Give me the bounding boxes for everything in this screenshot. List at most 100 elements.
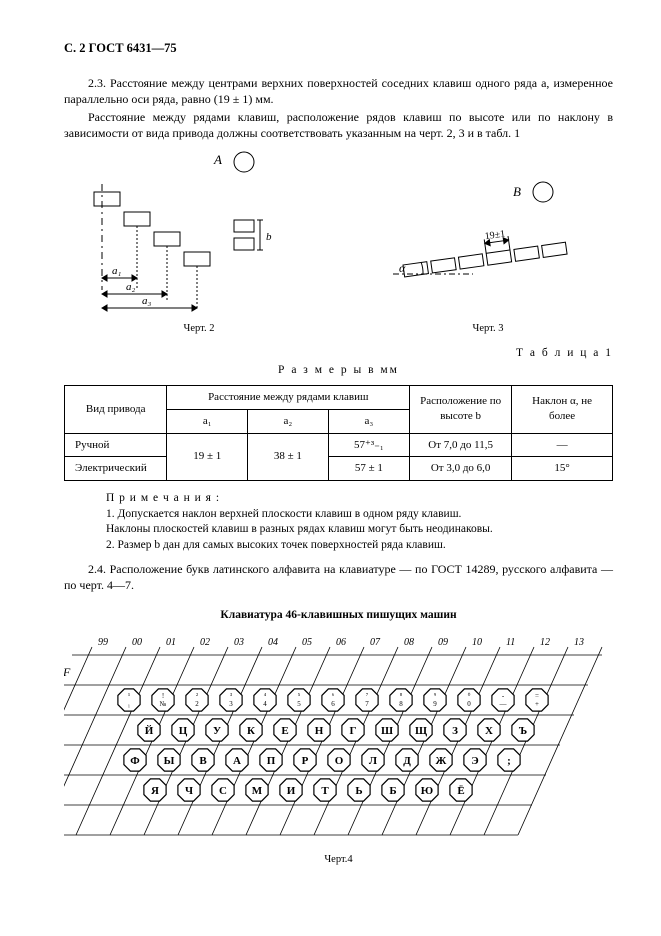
svg-text:Ц: Ц: [179, 725, 188, 737]
figure-2: А b: [64, 150, 334, 320]
svg-text:₁: ₁: [128, 700, 130, 708]
svg-text:З: З: [452, 725, 458, 737]
svg-text:!: !: [162, 692, 164, 700]
svg-text:Ё: Ё: [457, 784, 464, 797]
svg-text:Я: Я: [151, 785, 159, 797]
para-2-4: 2.4. Расположение букв латинского алфави…: [64, 561, 613, 593]
svg-text:Д: Д: [403, 755, 411, 767]
svg-text:7: 7: [365, 700, 369, 708]
svg-text:13: 13: [574, 637, 584, 648]
svg-text:+: +: [535, 700, 539, 708]
svg-text:07: 07: [370, 637, 381, 648]
svg-text:¹: ¹: [128, 692, 130, 700]
svg-text:6: 6: [331, 700, 335, 708]
svg-text:Ъ: Ъ: [519, 725, 527, 737]
th-a2: a₂: [248, 409, 329, 433]
svg-text:Ч: Ч: [185, 785, 193, 797]
svg-text:a₃: a₃: [142, 295, 152, 307]
svg-text:a₂: a₂: [126, 281, 136, 293]
fig2-caption: Черт. 2: [64, 322, 334, 336]
table-row: Ручной 19 ± 1 38 ± 1 57⁺³₋₁ От 7,0 до 11…: [65, 433, 613, 457]
svg-text:01: 01: [166, 637, 176, 648]
svg-text:И: И: [287, 785, 296, 797]
svg-text:99: 99: [98, 637, 108, 648]
svg-text:0: 0: [467, 700, 471, 708]
svg-text:Л: Л: [369, 755, 378, 767]
svg-text:Ф: Ф: [130, 755, 140, 767]
note-1b: Наклоны плоскостей клавиш в разных рядах…: [88, 522, 613, 538]
svg-text:5: 5: [297, 700, 301, 708]
svg-text:Р: Р: [302, 755, 309, 767]
svg-text:2: 2: [195, 700, 199, 708]
svg-text:Т: Т: [321, 785, 329, 797]
svg-text:Ж: Ж: [436, 755, 447, 767]
para-2-3b: Расстояние между рядами клавиш, располож…: [64, 109, 613, 141]
svg-text:α: α: [399, 261, 406, 275]
svg-text:Н: Н: [315, 725, 324, 737]
svg-text:3: 3: [229, 700, 233, 708]
figure-3: В 19±1: [363, 150, 613, 320]
svg-text:К: К: [247, 725, 255, 737]
table-number: Т а б л и ц а 1: [64, 346, 613, 362]
svg-text:08: 08: [404, 637, 414, 648]
fig4-caption: Черт.4: [64, 853, 613, 867]
note-1: 1. Допускается наклон верхней плоскости …: [88, 507, 613, 523]
svg-text:А: А: [233, 755, 241, 767]
svg-text:F: F: [64, 665, 71, 679]
table-units: Р а з м е р ы в мм: [64, 363, 613, 379]
th-rasst: Расстояние между рядами клавиш: [167, 385, 410, 409]
svg-text:Ы: Ы: [164, 755, 175, 767]
note-2: 2. Размер b дан для самых высоких точек …: [88, 538, 613, 554]
svg-text:00: 00: [132, 637, 142, 648]
th-naklon: Наклон α, не более: [512, 385, 613, 433]
th-a1: a₁: [167, 409, 248, 433]
svg-text:04: 04: [268, 637, 278, 648]
svg-text:В: В: [513, 184, 521, 199]
svg-text:—: —: [499, 700, 508, 708]
svg-text:О: О: [335, 755, 344, 767]
svg-text:Б: Б: [389, 785, 396, 797]
svg-text:09: 09: [438, 637, 448, 648]
svg-text:19±1: 19±1: [484, 228, 506, 242]
svg-text:Г: Г: [350, 725, 357, 737]
page-header: С. 2 ГОСТ 6431—75: [64, 40, 613, 57]
th-vid: Вид привода: [65, 385, 167, 433]
keyboard-diagram: 990001020304050607080910111213FEDCBA¹₁!№…: [64, 627, 609, 847]
svg-text:a₁: a₁: [112, 265, 122, 277]
th-raspb: Расположение по высоте b: [410, 385, 512, 433]
keyboard-title: Клавиатура 46-клавишных пишущих машин: [64, 608, 613, 624]
fig3-caption: Черт. 3: [363, 322, 613, 336]
notes-block: П р и м е ч а н и я : 1. Допускается нак…: [64, 491, 613, 553]
svg-text:8: 8: [399, 700, 403, 708]
svg-text:11: 11: [506, 637, 515, 648]
svg-text:Ш: Ш: [381, 725, 393, 737]
svg-text:b: b: [266, 231, 272, 243]
svg-text:№: №: [160, 700, 167, 708]
svg-text:4: 4: [263, 700, 267, 708]
table-1: Вид привода Расстояние между рядами клав…: [64, 385, 613, 481]
svg-text:³: ³: [230, 692, 232, 700]
svg-text:Э: Э: [471, 755, 478, 767]
svg-text:П: П: [267, 755, 276, 767]
svg-text:9: 9: [433, 700, 437, 708]
svg-text:У: У: [213, 725, 221, 737]
th-a3: a₃: [328, 409, 409, 433]
para-2-3a: 2.3. Расстояние между центрами верхних п…: [64, 75, 613, 107]
svg-text:02: 02: [200, 637, 210, 648]
svg-text:;: ;: [507, 755, 511, 767]
svg-text:05: 05: [302, 637, 312, 648]
svg-text:=: =: [535, 692, 539, 700]
svg-text:М: М: [252, 785, 263, 797]
svg-text:Ю: Ю: [421, 785, 433, 797]
svg-text:С: С: [219, 785, 227, 797]
notes-title: П р и м е ч а н и я :: [88, 491, 613, 507]
svg-text:Й: Й: [145, 725, 154, 737]
svg-text:А: А: [213, 152, 222, 167]
table-row: Электрический 57 ± 1 От 3,0 до 6,0 15°: [65, 457, 613, 481]
svg-text:10: 10: [472, 637, 482, 648]
svg-text:Х: Х: [485, 725, 493, 737]
svg-text:²: ²: [196, 692, 198, 700]
svg-text:В: В: [199, 755, 207, 767]
svg-text:Щ: Щ: [415, 725, 427, 737]
svg-text:Ь: Ь: [355, 785, 362, 797]
